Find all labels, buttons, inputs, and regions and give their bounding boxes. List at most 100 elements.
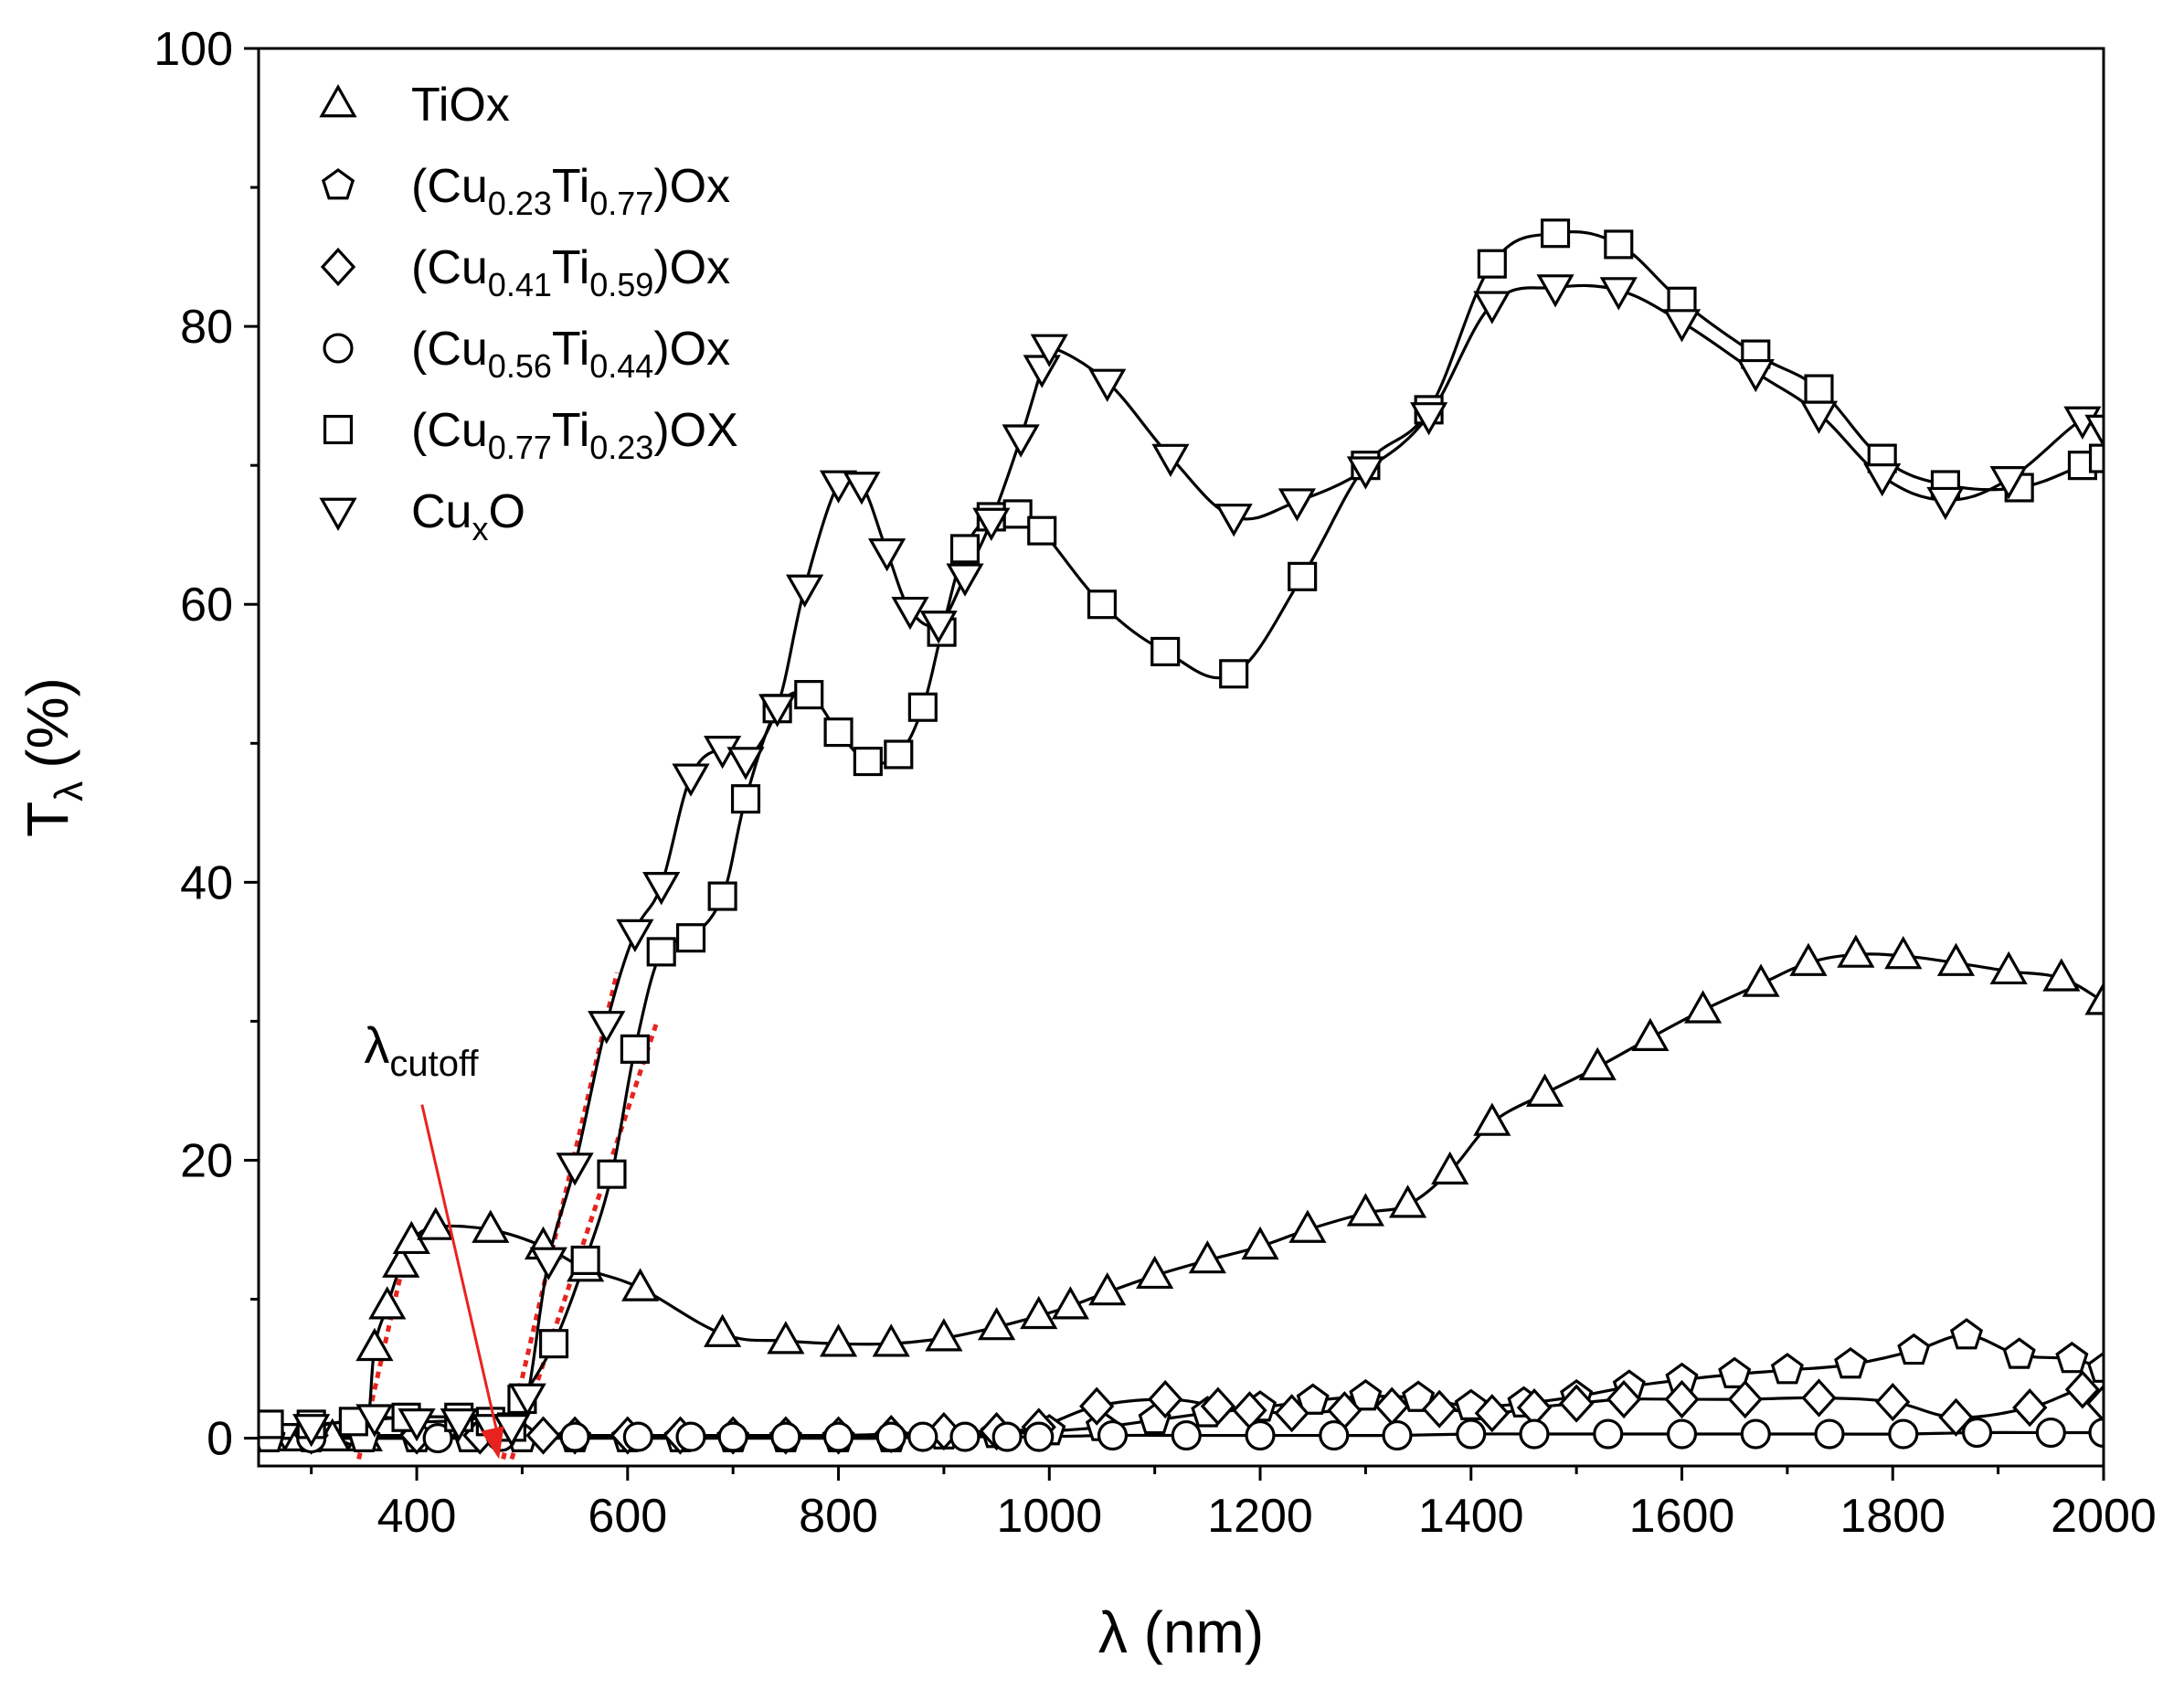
data-point bbox=[440, 1408, 478, 1442]
data-point bbox=[868, 538, 906, 572]
data-point bbox=[1023, 1421, 1055, 1452]
data-point bbox=[1604, 229, 1634, 260]
y-tick-label: 60 bbox=[180, 579, 233, 632]
data-point bbox=[843, 472, 881, 505]
data-point bbox=[1088, 1271, 1127, 1306]
data-point bbox=[1718, 1356, 1752, 1388]
data-point bbox=[1631, 1017, 1670, 1052]
data-point bbox=[1606, 1379, 1642, 1419]
y-tick-label: 80 bbox=[180, 301, 233, 354]
data-point bbox=[538, 1329, 569, 1359]
data-point bbox=[1473, 1102, 1511, 1136]
legend-label-part: TiOx bbox=[411, 79, 510, 132]
data-point bbox=[2042, 958, 2081, 992]
data-point bbox=[1188, 1240, 1226, 1274]
data-point bbox=[1200, 1386, 1236, 1426]
data-point bbox=[2084, 414, 2104, 449]
data-point bbox=[417, 1206, 455, 1240]
data-point bbox=[1088, 368, 1127, 402]
y-axis-unit: (%) bbox=[15, 677, 80, 769]
data-point bbox=[907, 692, 938, 722]
legend-marker bbox=[320, 247, 356, 287]
legend-label-part: Ti bbox=[552, 404, 589, 457]
legend-label-part: (Cu bbox=[411, 323, 488, 376]
data-point bbox=[597, 1159, 627, 1189]
data-point bbox=[620, 1034, 650, 1064]
data-point bbox=[292, 1414, 331, 1448]
data-point bbox=[891, 596, 929, 631]
data-point bbox=[704, 1313, 742, 1347]
data-point bbox=[872, 1323, 910, 1357]
data-point bbox=[1525, 1073, 1564, 1107]
x-tick-label: 1000 bbox=[996, 1490, 1102, 1543]
data-point bbox=[819, 470, 858, 504]
data-point bbox=[1474, 1394, 1511, 1433]
data-point bbox=[853, 747, 883, 777]
legend-label: (Cu0.77Ti0.23)OX bbox=[411, 404, 738, 466]
y-tick-label: 20 bbox=[180, 1134, 233, 1187]
y-tick-label: 40 bbox=[180, 856, 233, 909]
data-point bbox=[1431, 1151, 1469, 1184]
legend-label: CuxO bbox=[411, 485, 525, 547]
x-tick-label: 1400 bbox=[1418, 1490, 1524, 1543]
data-point bbox=[875, 1421, 906, 1452]
data-point bbox=[1456, 1418, 1487, 1450]
y-axis-title: Tλ (%) bbox=[15, 677, 91, 837]
data-point bbox=[1219, 659, 1249, 689]
legend-label-part: 0.41 bbox=[488, 266, 552, 303]
legend-entry-3: (Cu0.56Ti0.44)Ox bbox=[323, 323, 730, 385]
data-point bbox=[1241, 1226, 1279, 1260]
data-point bbox=[646, 937, 676, 967]
data-point bbox=[2012, 1388, 2048, 1428]
data-point bbox=[758, 694, 797, 728]
data-point bbox=[1799, 400, 1839, 434]
data-point bbox=[1897, 1333, 1931, 1365]
legend-label-part: )OX bbox=[653, 404, 737, 457]
data-point bbox=[946, 563, 984, 597]
legend-marker bbox=[319, 497, 357, 531]
data-point bbox=[355, 1327, 394, 1362]
x-tick-label: 800 bbox=[799, 1490, 878, 1543]
legend-label-part: Ti bbox=[552, 323, 589, 376]
data-point bbox=[1989, 466, 2028, 500]
data-point bbox=[1349, 1378, 1383, 1411]
cutoff-label-main: λ bbox=[364, 1016, 389, 1074]
data-point bbox=[675, 1421, 706, 1452]
data-point bbox=[508, 1383, 546, 1417]
data-point bbox=[398, 1408, 436, 1442]
legend-label-part: 0.77 bbox=[488, 429, 552, 466]
data-point bbox=[1989, 951, 2028, 985]
legend-label-part: )Ox bbox=[653, 160, 730, 213]
x-tick-label: 600 bbox=[588, 1490, 667, 1543]
y-tick-label: 100 bbox=[154, 23, 233, 76]
data-point bbox=[1834, 1347, 1868, 1379]
x-tick-label: 1200 bbox=[1207, 1490, 1313, 1543]
data-point bbox=[2035, 1417, 2066, 1449]
data-point bbox=[1961, 1417, 1993, 1449]
y-axis-main: T bbox=[15, 802, 80, 837]
legend-label-part: 0.59 bbox=[589, 266, 653, 303]
legend-label-part: (Cu bbox=[411, 241, 488, 294]
legend-label-part: Ti bbox=[552, 160, 589, 213]
legend-label-part: 0.77 bbox=[589, 185, 653, 222]
data-point bbox=[1030, 334, 1068, 367]
series-0 bbox=[269, 952, 2104, 1448]
data-point bbox=[382, 1244, 420, 1278]
data-point bbox=[1949, 1318, 1984, 1350]
cutoff-label-sub: cutoff bbox=[389, 1044, 479, 1084]
data-point bbox=[991, 1421, 1023, 1452]
data-point bbox=[1473, 291, 1511, 324]
data-point bbox=[1421, 1389, 1458, 1429]
data-point bbox=[1020, 1295, 1058, 1330]
data-point bbox=[1002, 499, 1033, 529]
axes: 400 600 800 1000 1200 1400 1600 1800 2000 0 20 40 60… bbox=[15, 23, 2157, 1665]
data-point bbox=[2055, 1341, 2089, 1374]
data-point bbox=[925, 1318, 963, 1352]
legend-entry-0: TiOx bbox=[319, 79, 510, 132]
legend-label-part: 0.23 bbox=[589, 429, 653, 466]
data-point bbox=[1519, 1418, 1550, 1450]
legend-label: (Cu0.23Ti0.77)Ox bbox=[411, 160, 730, 222]
data-point bbox=[717, 1421, 748, 1452]
data-point bbox=[529, 1247, 567, 1280]
